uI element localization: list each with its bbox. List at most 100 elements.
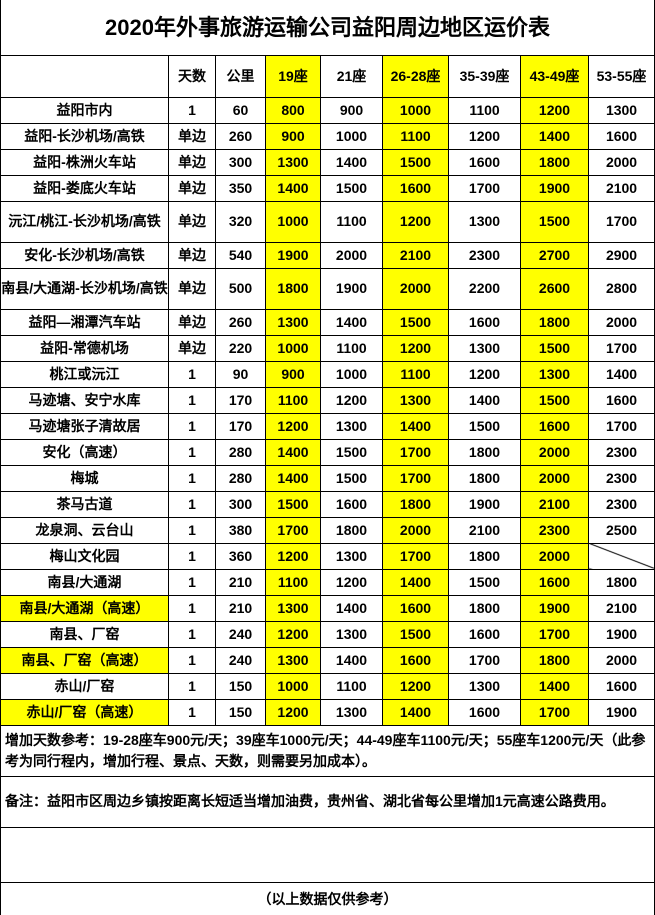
cell: 1000 <box>382 96 449 124</box>
cell: 2300 <box>587 438 655 466</box>
cell: 1200 <box>320 568 383 596</box>
route-name: 益阳-株洲火车站 <box>0 148 169 176</box>
cell: 1 <box>168 568 216 596</box>
row: 马迹塘张子清故居 1 170 1200 1300 1400 1500 1600 1700 <box>0 412 655 440</box>
cell: 1400 <box>520 122 589 150</box>
cell: 1100 <box>265 386 321 414</box>
cell: 1500 <box>320 438 383 466</box>
note: 增加天数参考：19-28座车900元/天；39座车1000元/天；44-49座车… <box>0 724 655 777</box>
cell: 1700 <box>265 516 321 544</box>
cell: 2000 <box>520 542 589 570</box>
cell: 1000 <box>320 360 383 388</box>
cell: 单边 <box>168 241 216 269</box>
title: 2020年外事旅游运输公司益阳周边地区运价表 <box>0 0 655 56</box>
cell: 260 <box>215 308 266 336</box>
cell: 150 <box>215 672 266 700</box>
route-name: 南县/大通湖-长沙机场/高铁 <box>0 267 169 310</box>
cell: 1300 <box>265 646 321 674</box>
route-name: 马迹塘、安宁水库 <box>0 386 169 414</box>
cell: 2000 <box>382 516 449 544</box>
row: 南县/大通湖（高速） 1 210 1300 1400 1600 1800 1900 2100 <box>0 594 655 622</box>
cell: 1600 <box>448 698 521 726</box>
cell: 1700 <box>382 438 449 466</box>
route-name: 益阳—湘潭汽车站 <box>0 308 169 336</box>
cell: 1600 <box>448 308 521 336</box>
cell: 1200 <box>265 698 321 726</box>
header-cell <box>0 54 169 98</box>
cell: 1400 <box>320 594 383 622</box>
cell: 1300 <box>320 542 383 570</box>
cell: 2100 <box>382 241 449 269</box>
cell: 1 <box>168 96 216 124</box>
route-name: 益阳-长沙机场/高铁 <box>0 122 169 150</box>
cell: 1 <box>168 412 216 440</box>
cell: 800 <box>265 96 321 124</box>
cell: 1400 <box>265 174 321 202</box>
route-name: 沅江/桃江-长沙机场/高铁 <box>0 200 169 243</box>
cell: 1700 <box>520 620 589 648</box>
route-name: 赤山/厂窑 <box>0 672 169 700</box>
cell: 1900 <box>320 267 383 310</box>
cell: 单边 <box>168 174 216 202</box>
cell: 单边 <box>168 148 216 176</box>
cell: 1 <box>168 516 216 544</box>
cell: 1300 <box>265 148 321 176</box>
cell: 380 <box>215 516 266 544</box>
cell: 1300 <box>448 672 521 700</box>
cell: 1200 <box>448 122 521 150</box>
cell: 1400 <box>265 464 321 492</box>
cell: 1300 <box>320 412 383 440</box>
cell: 1600 <box>382 594 449 622</box>
cell: 2300 <box>520 516 589 544</box>
cell: 1 <box>168 542 216 570</box>
cell: 1200 <box>382 200 449 243</box>
cell: 1000 <box>320 122 383 150</box>
cell: 1300 <box>382 386 449 414</box>
cell: 单边 <box>168 267 216 310</box>
cell: 1500 <box>520 334 589 362</box>
cell: 1 <box>168 438 216 466</box>
route-name: 南县/大通湖（高速） <box>0 594 169 622</box>
note: 备注：益阳市区周边乡镇按距离长短适当增加油费，贵州省、湖北省每公里增加1元高速公… <box>0 775 655 828</box>
cell: 1200 <box>320 386 383 414</box>
cell: 2000 <box>587 148 655 176</box>
cell: 2300 <box>587 490 655 518</box>
row: 益阳-株洲火车站 单边 300 1300 1400 1500 1600 1800 2000 <box>0 148 655 176</box>
cell: 60 <box>215 96 266 124</box>
cell: 单边 <box>168 200 216 243</box>
cell: 1600 <box>587 122 655 150</box>
cell: 1600 <box>587 672 655 700</box>
cell: 1500 <box>382 620 449 648</box>
cell: 1800 <box>448 594 521 622</box>
cell: 150 <box>215 698 266 726</box>
cell: 1800 <box>587 568 655 596</box>
cell: 540 <box>215 241 266 269</box>
cell: 2800 <box>587 267 655 310</box>
cell: 90 <box>215 360 266 388</box>
cell: 2900 <box>587 241 655 269</box>
cell: 1 <box>168 672 216 700</box>
cell: 1700 <box>382 464 449 492</box>
cell: 2000 <box>587 308 655 336</box>
cell: 单边 <box>168 334 216 362</box>
header-cell: 19座 <box>265 54 321 98</box>
route-name: 南县、厂窑 <box>0 620 169 648</box>
cell: 1800 <box>265 267 321 310</box>
cell: 1400 <box>382 568 449 596</box>
cell: 260 <box>215 122 266 150</box>
cell: 1500 <box>520 200 589 243</box>
row: 茶马古道 1 300 1500 1600 1800 1900 2100 2300 <box>0 490 655 518</box>
cell: 1900 <box>587 698 655 726</box>
cell: 2000 <box>382 267 449 310</box>
row <box>0 826 655 883</box>
cell: 单边 <box>168 122 216 150</box>
cell: 1900 <box>587 620 655 648</box>
row: 备注：益阳市区周边乡镇按距离长短适当增加油费，贵州省、湖北省每公里增加1元高速公… <box>0 775 655 828</box>
cell: 1 <box>168 490 216 518</box>
cell: 1300 <box>320 698 383 726</box>
cell: 2100 <box>520 490 589 518</box>
cell: 1800 <box>320 516 383 544</box>
cell: 1500 <box>448 568 521 596</box>
cell: 1500 <box>382 148 449 176</box>
